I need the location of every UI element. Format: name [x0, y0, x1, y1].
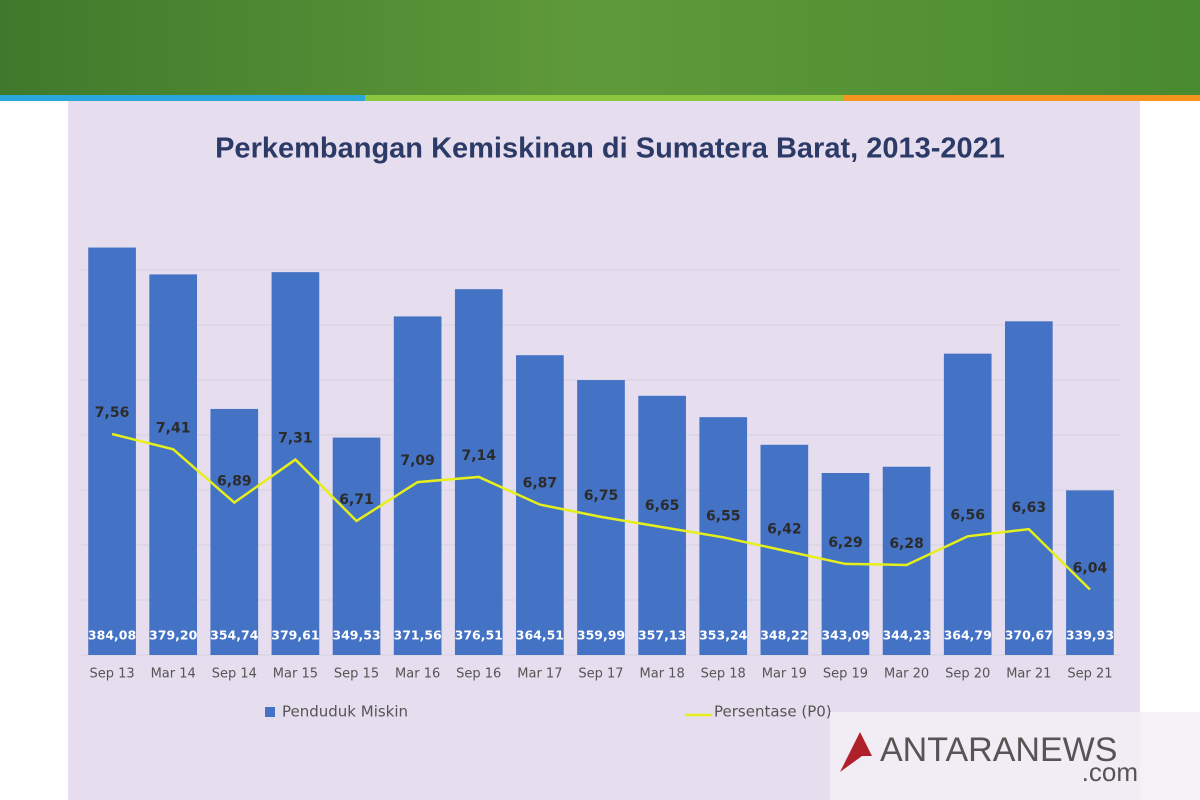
line-value-label: 6,89 — [217, 474, 252, 490]
bar — [454, 289, 503, 655]
x-tick-label: Sep 21 — [1067, 667, 1112, 682]
bar — [943, 353, 992, 655]
bar — [393, 316, 442, 655]
x-tick-label: Sep 16 — [456, 667, 501, 682]
bar — [1004, 321, 1053, 655]
x-tick-label: Mar 16 — [395, 667, 440, 682]
bar-value-label: 339,93 — [1066, 628, 1114, 643]
line-value-label: 7,41 — [156, 420, 191, 436]
x-tick-label: Mar 21 — [1006, 667, 1051, 682]
watermark-box — [830, 712, 1200, 800]
x-tick-label: Mar 19 — [762, 667, 807, 682]
bar-value-label: 364,51 — [516, 628, 564, 643]
stripe-green — [365, 95, 843, 101]
stripe-orange — [843, 95, 1200, 101]
legend-swatch — [265, 707, 275, 717]
x-tick-label: Sep 18 — [701, 667, 746, 682]
x-tick-label: Mar 14 — [151, 667, 196, 682]
line-value-label: 7,31 — [278, 431, 313, 447]
bar-value-label: 379,20 — [149, 628, 198, 643]
bar — [88, 247, 136, 655]
bar-value-label: 349,53 — [332, 628, 380, 643]
bar-value-label: 379,61 — [271, 628, 319, 643]
bar-value-label: 353,24 — [699, 628, 748, 643]
bar-value-label: 364,79 — [944, 628, 992, 643]
x-tick-label: Sep 14 — [212, 667, 257, 682]
bar-value-label: 370,67 — [1005, 628, 1053, 643]
line-value-label: 7,56 — [95, 405, 130, 421]
line-value-label: 6,29 — [828, 535, 863, 551]
x-tick-label: Mar 18 — [640, 667, 685, 682]
bar-value-label: 357,13 — [638, 628, 686, 643]
line-value-label: 6,65 — [645, 498, 680, 514]
bar-value-label: 376,51 — [455, 628, 503, 643]
line-value-label: 6,75 — [584, 488, 619, 504]
bar-value-label: 354,74 — [210, 628, 259, 643]
bar-value-label: 359,99 — [577, 628, 625, 643]
line-value-label: 7,14 — [461, 448, 496, 464]
watermark-logo — [840, 732, 872, 772]
line-value-label: 7,09 — [400, 453, 435, 469]
line — [111, 432, 1091, 591]
bar — [882, 466, 931, 655]
bar-value-label: 384,08 — [88, 628, 136, 643]
line-value-label: 6,04 — [1073, 561, 1108, 577]
watermark-domain: .com — [1082, 757, 1138, 787]
line-value-label: 6,87 — [523, 476, 558, 492]
line-value-label: 6,71 — [339, 492, 374, 508]
x-tick-label: Mar 20 — [884, 667, 929, 682]
x-tick-label: Sep 13 — [89, 667, 134, 682]
line-value-label: 6,42 — [767, 522, 802, 538]
watermark-brand: ANTARANEWS — [880, 731, 1117, 769]
bar-value-label: 344,23 — [882, 628, 930, 643]
x-tick-label: Sep 17 — [578, 667, 623, 682]
bar-value-label: 371,56 — [394, 628, 443, 643]
chart-title: Perkembangan Kemiskinan di Sumatera Bara… — [215, 133, 1005, 165]
x-tick-label: Sep 19 — [823, 667, 868, 682]
x-tick-label: Mar 15 — [273, 667, 318, 682]
bar — [332, 437, 381, 655]
line-value-label: 6,63 — [1012, 500, 1047, 516]
x-tick-label: Mar 17 — [517, 667, 562, 682]
bar — [271, 272, 320, 655]
bar-value-label: 348,22 — [760, 628, 808, 643]
legend-label: Penduduk Miskin — [282, 703, 408, 721]
bar-value-label: 343,09 — [821, 628, 869, 643]
x-tick-label: Sep 15 — [334, 667, 379, 682]
stripe-blue — [0, 95, 365, 101]
bar — [210, 408, 259, 655]
line-value-label: 6,55 — [706, 508, 741, 524]
line-value-label: 6,28 — [889, 536, 924, 552]
line-value-label: 6,56 — [950, 507, 985, 523]
x-tick-label: Sep 20 — [945, 667, 990, 682]
header-banner — [0, 0, 1200, 95]
legend-label: Persentase (P0) — [714, 703, 832, 721]
plot: Sep 13 Mar 14 Sep 14 Mar 15 Sep 15 Mar 16 Sep … — [81, 247, 1121, 721]
